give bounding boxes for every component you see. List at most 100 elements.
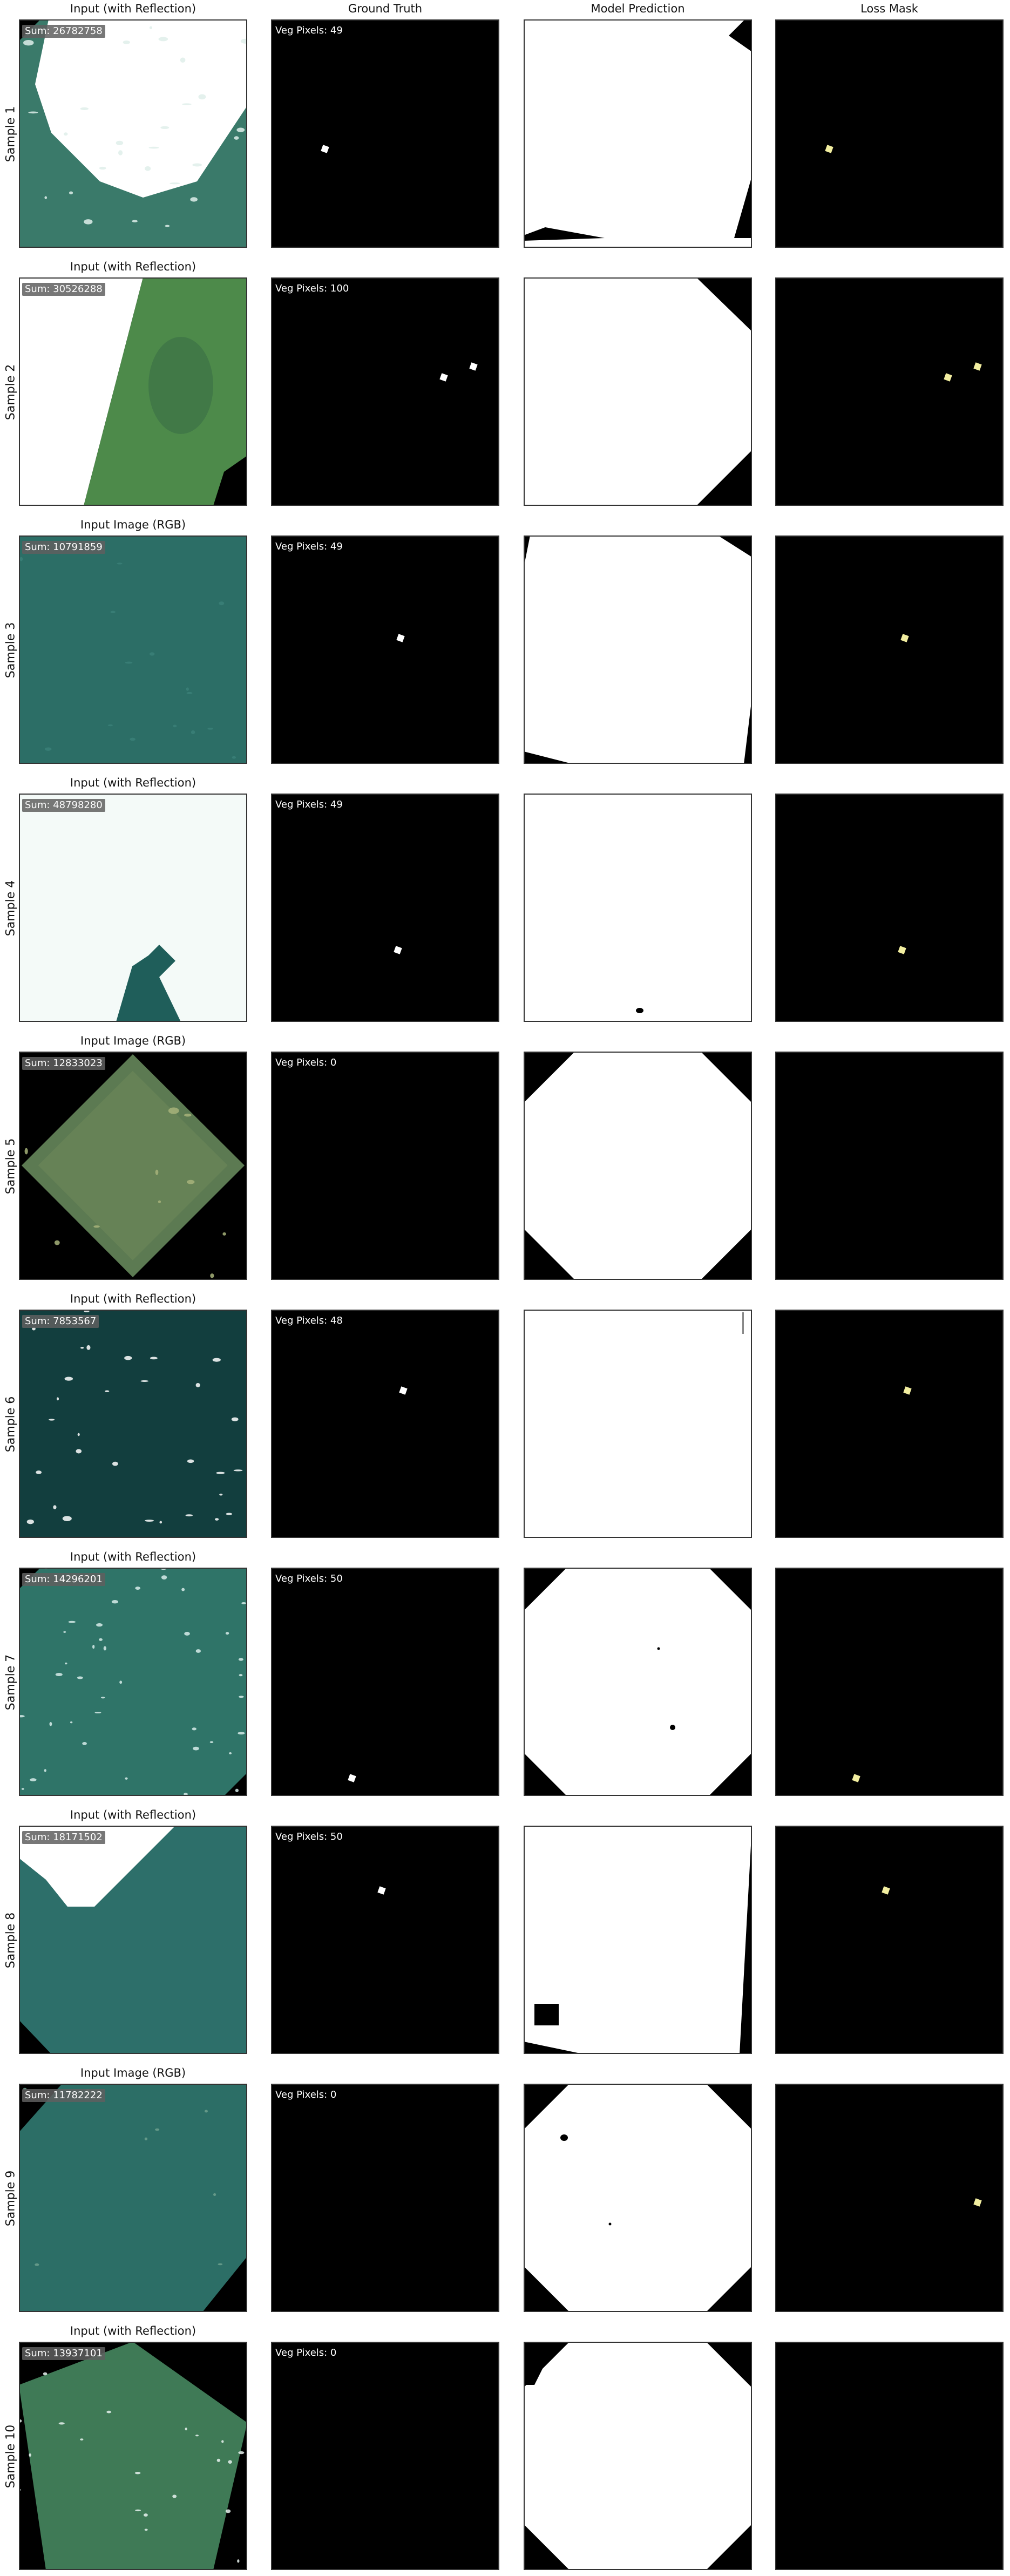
prediction-panel bbox=[524, 794, 752, 1022]
loss-pixel bbox=[900, 634, 909, 642]
vegetation-pixel bbox=[396, 634, 405, 642]
veg-pixels-label: Veg Pixels: 50 bbox=[275, 1831, 343, 1842]
loss-mask-panel bbox=[775, 1826, 1004, 2054]
loss-mask-panel-image bbox=[775, 2342, 1004, 2570]
ground-truth-panel-image bbox=[271, 1826, 499, 2054]
input-title: Input (with Reflection) bbox=[70, 2324, 196, 2337]
input-title: Input (with Reflection) bbox=[70, 260, 196, 273]
input-panel: Sum: 18171502 bbox=[19, 1826, 247, 2054]
row-label: Sample 10 bbox=[4, 2424, 18, 2489]
sum-badge: Sum: 7853567 bbox=[22, 1315, 99, 1328]
loss-mask-panel-image bbox=[775, 1310, 1004, 1538]
ground-truth-panel-image bbox=[271, 2084, 499, 2312]
column-title: Loss Mask bbox=[860, 2, 918, 15]
loss-mask-panel-image bbox=[775, 19, 1004, 248]
row-label: Sample 3 bbox=[4, 622, 18, 679]
veg-pixels-label: Veg Pixels: 0 bbox=[275, 2347, 337, 2358]
loss-pixel bbox=[882, 1886, 890, 1895]
vegetation-pixel bbox=[469, 362, 478, 371]
loss-mask-panel bbox=[775, 535, 1004, 764]
loss-mask-panel-image bbox=[775, 794, 1004, 1022]
sum-badge: Sum: 26782758 bbox=[22, 25, 105, 38]
veg-pixels-label: Veg Pixels: 49 bbox=[275, 25, 343, 36]
ground-truth-panel: Veg Pixels: 48 bbox=[271, 1310, 499, 1538]
vegetation-pixel bbox=[439, 373, 448, 382]
veg-pixels-label: Veg Pixels: 0 bbox=[275, 1057, 337, 1068]
sum-badge: Sum: 30526288 bbox=[22, 283, 105, 296]
sum-badge: Sum: 48798280 bbox=[22, 799, 105, 812]
input-panel: Sum: 14296201 bbox=[19, 1568, 247, 1796]
loss-mask-panel-image bbox=[775, 277, 1004, 506]
row-label: Sample 7 bbox=[4, 1654, 18, 1711]
input-panel: Sum: 13937101 bbox=[19, 2342, 247, 2570]
ground-truth-panel-image bbox=[271, 1052, 499, 1280]
loss-pixel bbox=[852, 1774, 860, 1782]
vegetation-pixel bbox=[377, 1886, 386, 1895]
vegetation-pixel bbox=[321, 145, 329, 153]
prediction-panel bbox=[524, 277, 752, 506]
input-title: Input (with Reflection) bbox=[70, 1550, 196, 1563]
input-panel: Sum: 11782222 bbox=[19, 2084, 247, 2312]
input-title: Input (with Reflection) bbox=[70, 1808, 196, 1821]
vegetation-pixel bbox=[399, 1386, 408, 1395]
prediction-panel bbox=[524, 19, 752, 248]
veg-pixels-label: Veg Pixels: 49 bbox=[275, 541, 343, 552]
input-panel-image bbox=[19, 535, 247, 764]
sum-badge: Sum: 11782222 bbox=[22, 2089, 105, 2102]
ground-truth-panel: Veg Pixels: 49 bbox=[271, 19, 499, 248]
prediction-panel bbox=[524, 2084, 752, 2312]
sum-badge: Sum: 13937101 bbox=[22, 2347, 105, 2360]
input-panel-image bbox=[19, 2084, 247, 2312]
input-panel-image bbox=[19, 2342, 247, 2570]
loss-pixel bbox=[903, 1386, 912, 1395]
loss-mask-panel-image bbox=[775, 2084, 1004, 2312]
prediction-panel-image bbox=[524, 2084, 752, 2312]
sum-badge: Sum: 10791859 bbox=[22, 541, 105, 554]
ground-truth-panel-image bbox=[271, 794, 499, 1022]
prediction-panel bbox=[524, 1310, 752, 1538]
loss-mask-panel-image bbox=[775, 1052, 1004, 1280]
input-title: Input Image (RGB) bbox=[80, 518, 186, 531]
row-label: Sample 2 bbox=[4, 364, 18, 421]
input-title: Input (with Reflection) bbox=[70, 2, 196, 15]
ground-truth-panel: Veg Pixels: 50 bbox=[271, 1568, 499, 1796]
sum-badge: Sum: 12833023 bbox=[22, 1057, 105, 1070]
ground-truth-panel-image bbox=[271, 1310, 499, 1538]
input-panel: Sum: 30526288 bbox=[19, 277, 247, 506]
loss-pixel bbox=[944, 373, 952, 382]
input-panel: Sum: 26782758 bbox=[19, 19, 247, 248]
prediction-panel-image bbox=[524, 1052, 752, 1280]
ground-truth-panel: Veg Pixels: 0 bbox=[271, 1052, 499, 1280]
input-title: Input Image (RGB) bbox=[80, 1034, 186, 1047]
loss-mask-panel bbox=[775, 19, 1004, 248]
ground-truth-panel: Veg Pixels: 0 bbox=[271, 2342, 499, 2570]
input-panel: Sum: 12833023 bbox=[19, 1052, 247, 1280]
prediction-panel bbox=[524, 1826, 752, 2054]
ground-truth-panel: Veg Pixels: 49 bbox=[271, 535, 499, 764]
row-label: Sample 8 bbox=[4, 1912, 18, 1969]
ground-truth-panel: Veg Pixels: 0 bbox=[271, 2084, 499, 2312]
vegetation-pixel bbox=[394, 946, 402, 954]
input-panel: Sum: 10791859 bbox=[19, 535, 247, 764]
ground-truth-panel: Veg Pixels: 100 bbox=[271, 277, 499, 506]
loss-mask-panel bbox=[775, 1568, 1004, 1796]
input-panel-image bbox=[19, 277, 247, 506]
input-panel-image bbox=[19, 1826, 247, 2054]
prediction-panel-image bbox=[524, 794, 752, 1022]
loss-mask-panel-image bbox=[775, 1568, 1004, 1796]
input-title: Input Image (RGB) bbox=[80, 2066, 186, 2079]
column-title: Model Prediction bbox=[591, 2, 685, 15]
loss-mask-panel bbox=[775, 1052, 1004, 1280]
ground-truth-panel-image bbox=[271, 1568, 499, 1796]
loss-pixel bbox=[973, 2198, 982, 2207]
column-title: Ground Truth bbox=[348, 2, 423, 15]
input-title: Input (with Reflection) bbox=[70, 1292, 196, 1305]
input-panel: Sum: 7853567 bbox=[19, 1310, 247, 1538]
loss-mask-panel bbox=[775, 277, 1004, 506]
input-panel-image bbox=[19, 794, 247, 1022]
input-title: Input (with Reflection) bbox=[70, 776, 196, 789]
veg-pixels-label: Veg Pixels: 50 bbox=[275, 1573, 343, 1584]
prediction-panel-image bbox=[524, 1568, 752, 1796]
ground-truth-panel: Veg Pixels: 49 bbox=[271, 794, 499, 1022]
prediction-panel bbox=[524, 1568, 752, 1796]
